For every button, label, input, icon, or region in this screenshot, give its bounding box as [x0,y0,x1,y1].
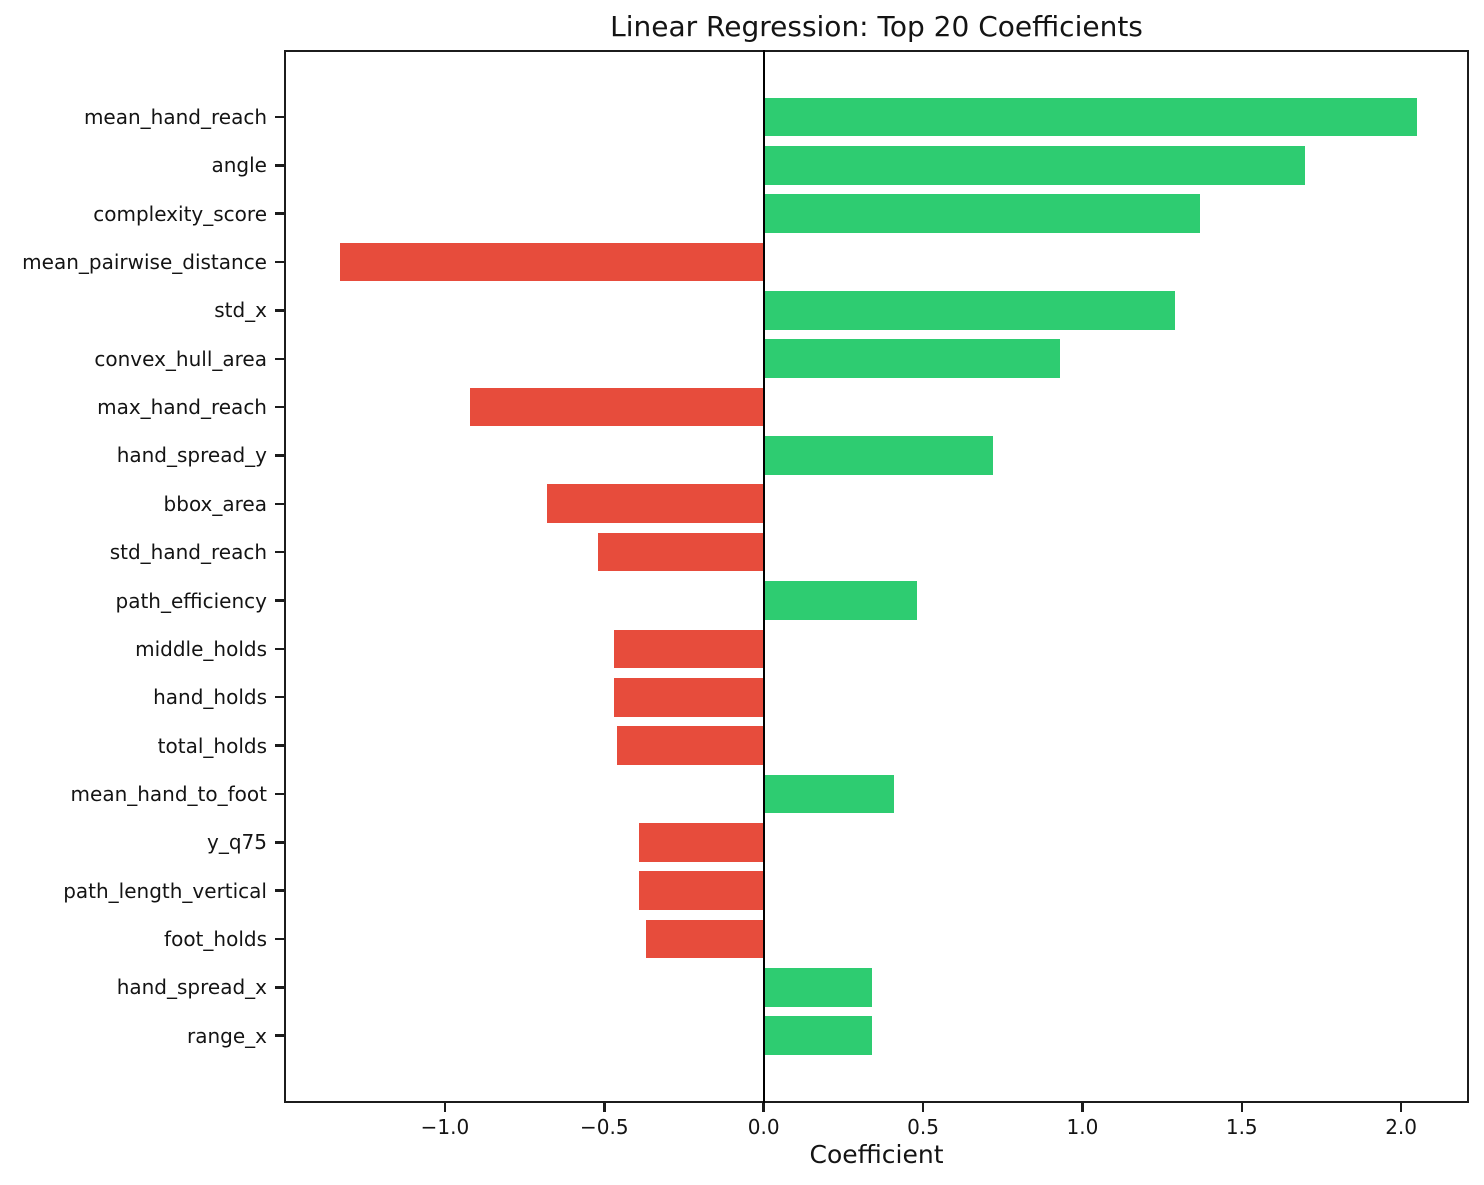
y-tick-mark [275,889,284,892]
bar-middle_holds [613,629,764,669]
x-axis-label: Coefficient [809,1140,944,1169]
x-tick-label-0: 0.0 [747,1115,780,1139]
y-tick-label-hand_spread_y: hand_spread_y [116,443,267,468]
bar-mean_hand_to_foot [763,774,895,814]
y-tick-label-mean_hand_reach: mean_hand_reach [83,105,267,129]
y-tick-mark [275,309,284,312]
y-tick-mark [275,357,284,360]
bar-y_q75 [639,822,764,862]
bar-hand_spread_y [763,436,994,475]
bar-hand_spread_x [763,967,873,1007]
y-tick-mark [275,502,284,506]
x-tick-mark [921,1103,925,1112]
x-tick-mark [1399,1103,1403,1112]
y-tick-mark [275,405,284,409]
bar-path_efficiency [763,581,917,620]
y-tick-mark [275,744,284,747]
bar-max_hand_reach [470,387,764,427]
x-tick-label--1: −1.0 [420,1115,470,1139]
bar-convex_hull_area [763,339,1061,379]
y-tick-mark [275,260,284,264]
y-tick-mark [275,454,284,457]
y-tick-label-y_q75: y_q75 [207,830,267,855]
y-tick-label-hand_spread_x: hand_spread_x [116,975,267,1000]
bar-std_hand_reach [597,532,764,572]
x-tick-mark [603,1103,606,1112]
x-tick-label--0.5: −0.5 [580,1115,629,1139]
bar-angle [763,146,1306,185]
x-tick-mark [762,1103,765,1112]
y-tick-mark [275,550,284,554]
y-tick-mark [275,647,284,651]
y-tick-label-range_x: range_x [187,1023,267,1048]
bar-bbox_area [546,484,764,524]
x-tick-label-2: 2.0 [1385,1115,1418,1139]
y-tick-label-mean_hand_to_foot: mean_hand_to_foot [70,781,267,806]
y-tick-label-mean_pairwise_distance: mean_pairwise_distance [22,250,267,275]
y-tick-label-angle: angle [211,153,268,178]
chart-title: Linear Regression: Top 20 Coefficients [610,10,1143,43]
y-tick-mark [275,695,284,699]
y-tick-label-hand_holds: hand_holds [153,685,267,710]
x-tick-label-1: 1.0 [1066,1115,1099,1139]
y-tick-mark [275,1034,284,1037]
bar-mean_hand_reach [763,97,1418,137]
x-tick-mark [1240,1103,1243,1112]
y-tick-label-total_holds: total_holds [157,733,267,758]
x-tick-label-1.5: 1.5 [1225,1115,1258,1139]
y-tick-mark [275,164,284,167]
zero-line [762,50,765,1103]
y-tick-label-std_x: std_x [214,298,267,323]
y-tick-label-path_length_vertical: path_length_vertical [63,878,267,903]
bar-complexity_score [763,194,1201,234]
y-tick-label-foot_holds: foot_holds [164,926,267,951]
y-tick-label-convex_hull_area: convex_hull_area [94,346,267,371]
y-tick-mark [275,792,284,796]
y-tick-label-path_efficiency: path_efficiency [115,588,267,613]
y-tick-mark [275,986,284,989]
bar-mean_pairwise_distance [339,242,764,282]
y-tick-mark [275,115,284,119]
y-tick-mark [275,212,284,215]
y-tick-label-complexity_score: complexity_score [93,201,267,226]
y-tick-label-middle_holds: middle_holds [135,636,267,661]
y-tick-mark [275,841,284,844]
bar-range_x [763,1016,873,1055]
x-tick-mark [1081,1103,1084,1112]
y-tick-label-bbox_area: bbox_area [163,491,267,516]
y-tick-mark [275,937,284,941]
bar-hand_holds [613,677,764,717]
y-tick-label-std_hand_reach: std_hand_reach [109,540,267,565]
y-tick-label-max_hand_reach: max_hand_reach [97,395,267,420]
bar-std_x [763,291,1175,330]
bar-path_length_vertical [639,871,764,910]
bar-foot_holds [645,919,764,959]
x-tick-label-0.5: 0.5 [907,1115,939,1139]
y-tick-mark [275,599,284,602]
bar-total_holds [617,726,764,765]
x-tick-mark [443,1103,447,1112]
